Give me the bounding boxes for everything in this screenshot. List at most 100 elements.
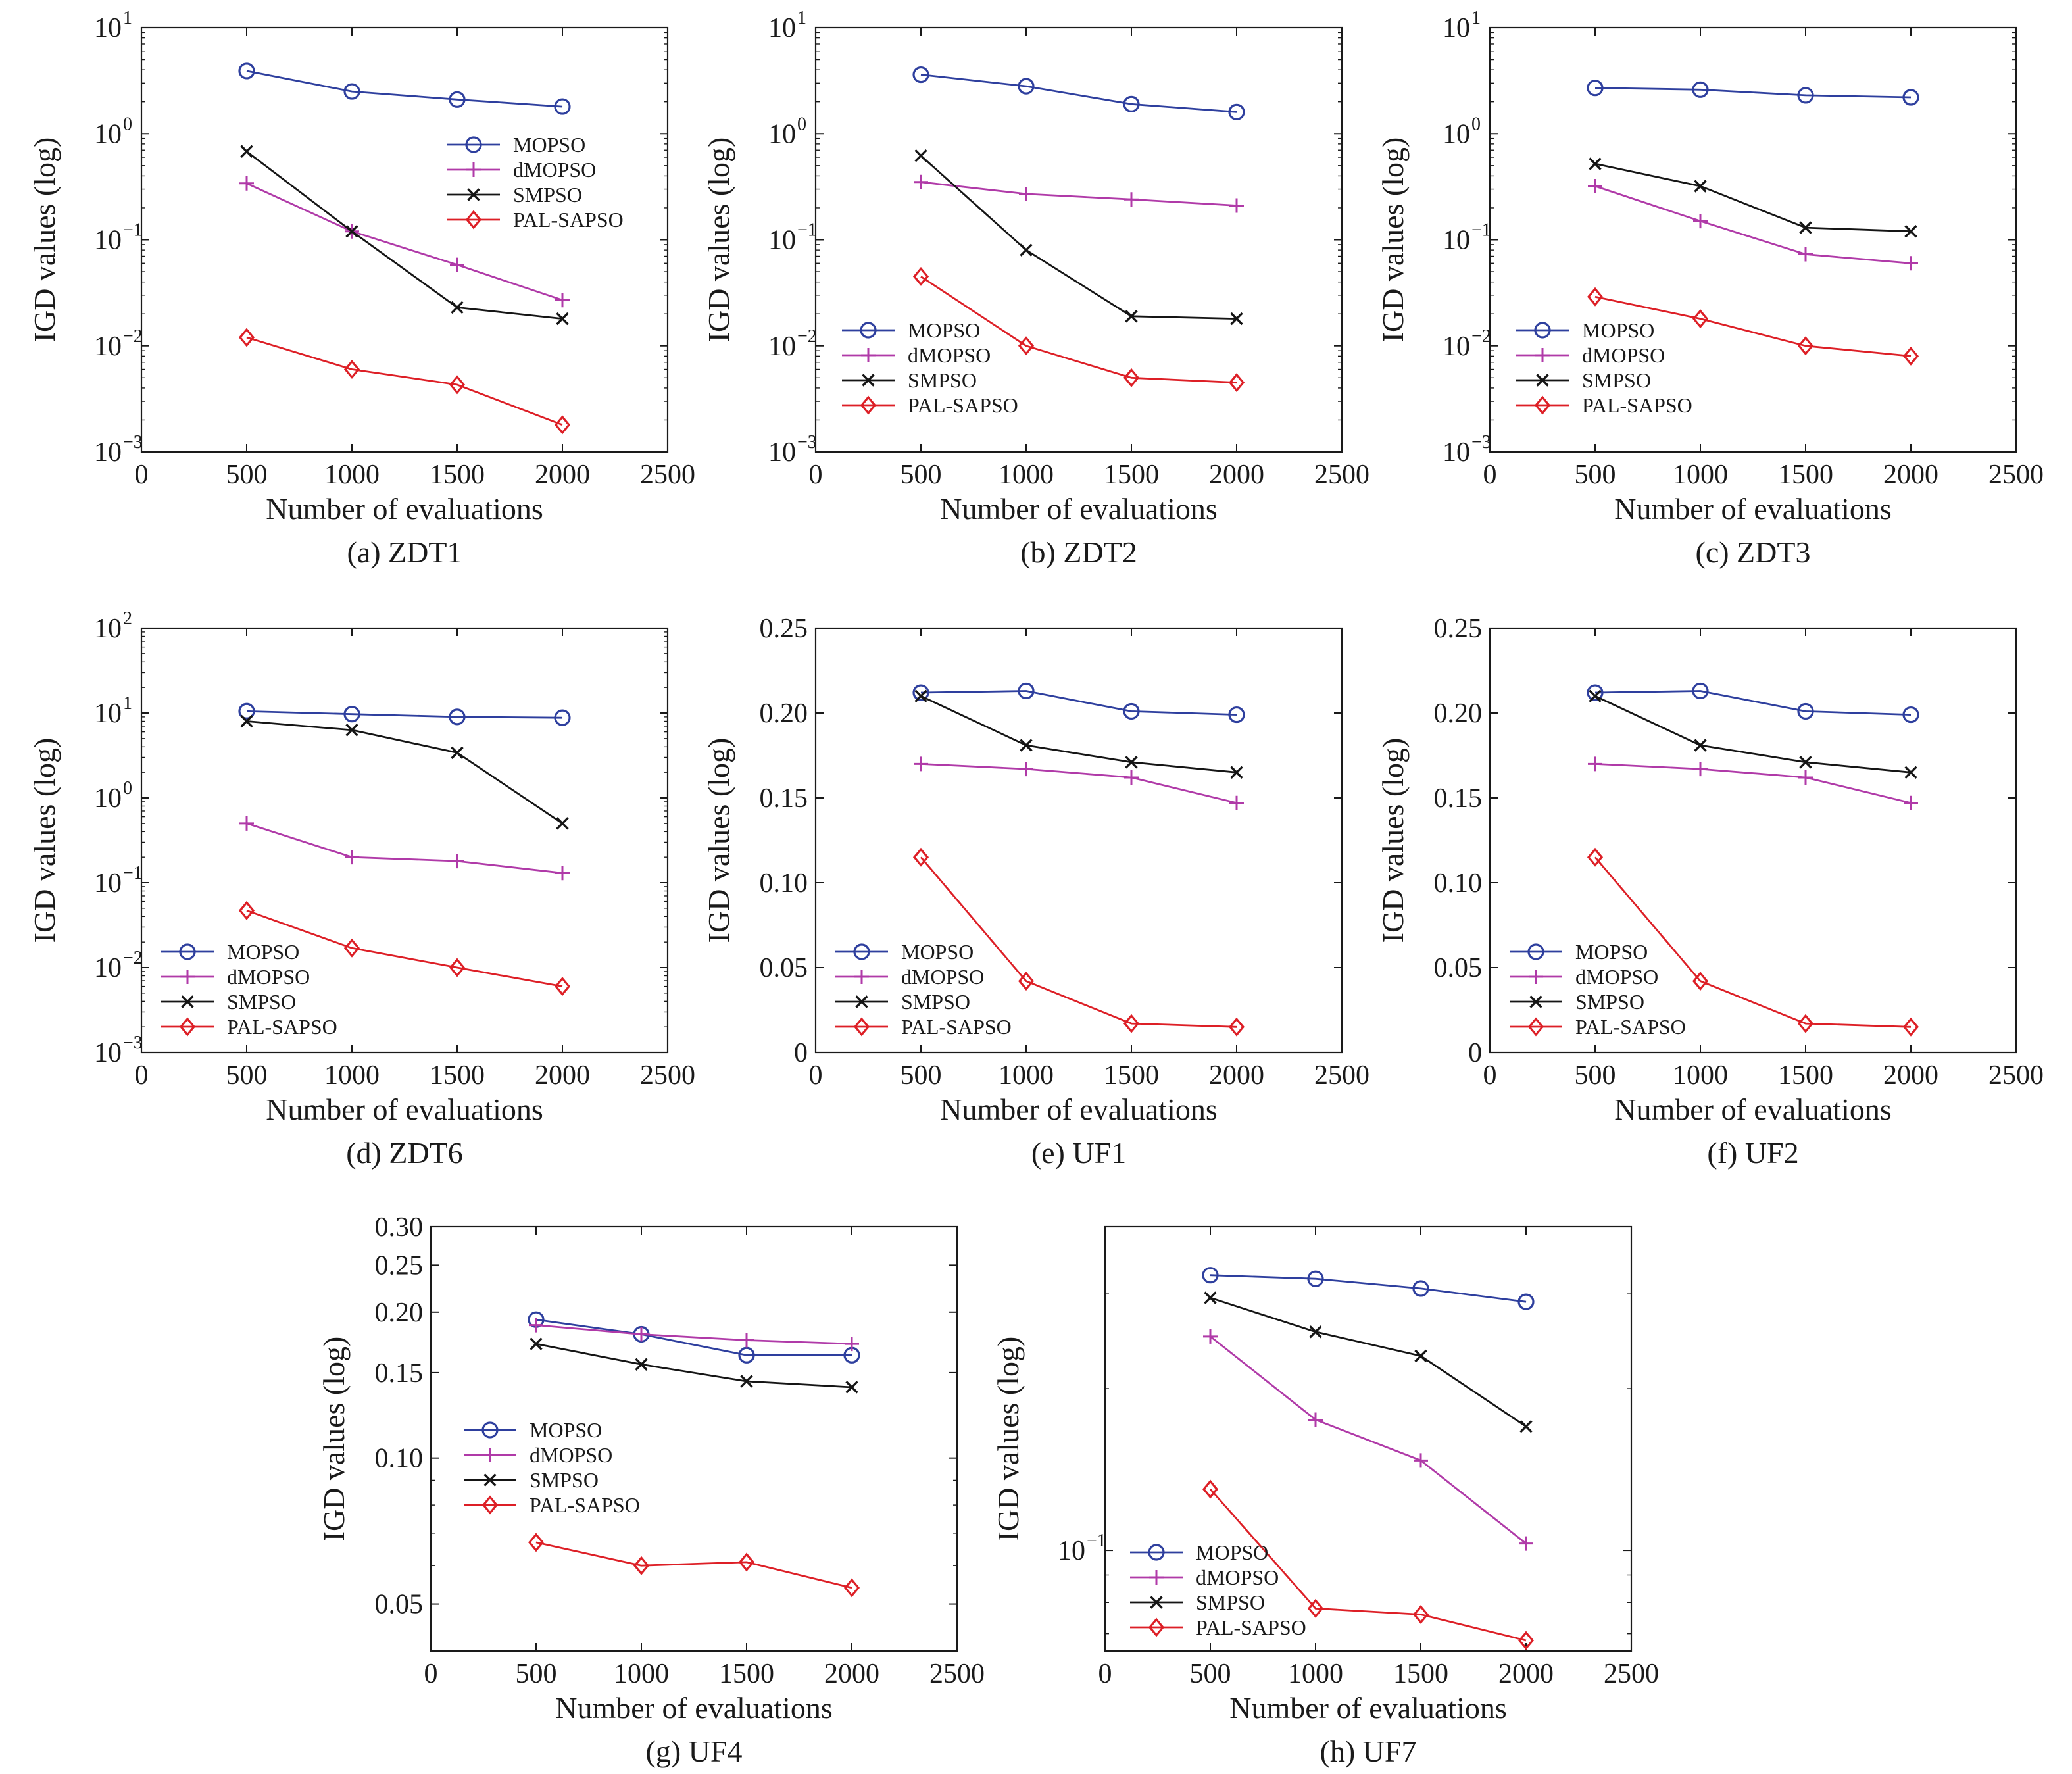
x-tick-label: 0 — [135, 1060, 149, 1091]
legend-item: PAL-SAPSO — [447, 208, 624, 232]
legend-marker — [481, 1495, 499, 1515]
data-point — [1018, 682, 1035, 700]
x-axis-label: Number of evaluations — [940, 492, 1218, 526]
data-point — [1228, 103, 1245, 120]
legend-label: dMOPSO — [901, 965, 984, 989]
legend-label: PAL-SAPSO — [227, 1015, 337, 1039]
series-pal-sapso — [1202, 1479, 1535, 1650]
x-tick-label: 0 — [809, 460, 823, 490]
legend-label: SMPSO — [513, 183, 582, 207]
series-line — [1594, 295, 1912, 357]
legend-marker — [1536, 374, 1549, 387]
legend-item: dMOPSO — [447, 158, 596, 182]
legend-item: SMPSO — [1510, 990, 1644, 1014]
y-tick-label: 10 — [94, 614, 122, 644]
y-axis-label: IGD values (log) — [1376, 738, 1410, 943]
data-point — [1019, 762, 1033, 777]
data-point — [1904, 766, 1917, 779]
data-point — [1902, 1017, 1919, 1037]
plot-frame — [140, 627, 669, 1054]
data-point — [528, 1533, 545, 1552]
y-tick-label: 0.05 — [1434, 953, 1483, 983]
series-line — [246, 710, 563, 719]
legend-marker — [1534, 395, 1551, 415]
data-point — [1693, 762, 1708, 777]
x-tick-label: 2500 — [929, 1659, 985, 1689]
legend-label: dMOPSO — [1196, 1565, 1279, 1589]
legend-label: MOPSO — [227, 940, 299, 964]
data-point — [1125, 310, 1138, 323]
data-point — [1902, 346, 1919, 366]
legend-marker — [860, 322, 877, 339]
x-tick-label: 2500 — [1604, 1659, 1659, 1689]
data-point — [635, 1358, 648, 1371]
x-axis-label: Number of evaluations — [266, 492, 543, 526]
chart-e: 0 500 1000 1500 2000 2500 0 0.05 0.10 0.15 0.20 0.2… — [702, 614, 1369, 1170]
series-line — [1594, 185, 1912, 264]
x-tick-label: 1000 — [999, 460, 1054, 490]
legend-item: PAL-SAPSO — [464, 1493, 640, 1517]
x-tick-label: 2500 — [1988, 1060, 2044, 1091]
x-tick-label: 2000 — [824, 1659, 879, 1689]
y-tick-label: 10 — [94, 226, 122, 256]
data-point — [239, 816, 254, 831]
data-point — [1123, 368, 1140, 387]
legend-label: SMPSO — [1575, 990, 1644, 1014]
legend-marker — [1150, 1596, 1163, 1609]
data-point — [449, 708, 466, 726]
y-tick-label: 0 — [1468, 1038, 1482, 1068]
series-line — [246, 909, 563, 987]
chart-caption: (f) UF2 — [1707, 1136, 1798, 1170]
data-point — [739, 1333, 754, 1348]
data-point — [1588, 756, 1602, 772]
legend-item: dMOPSO — [835, 965, 984, 989]
data-point — [1589, 689, 1602, 702]
y-tick-label: 0.10 — [375, 1444, 424, 1474]
data-point — [912, 66, 929, 84]
y-axis-label: IGD values (log) — [1376, 137, 1410, 343]
data-point — [1125, 756, 1138, 769]
legend-label: SMPSO — [908, 368, 977, 392]
y-tick-label: 10 — [94, 699, 122, 729]
x-tick-label: 0 — [809, 1060, 823, 1091]
data-point — [1904, 795, 1918, 810]
legend-label: dMOPSO — [227, 965, 310, 989]
y-axis-label: IGD values (log) — [702, 137, 735, 343]
series-smpso — [240, 714, 569, 830]
series-pal-sapso — [912, 847, 1245, 1037]
data-point — [1202, 1479, 1219, 1499]
series-dmopso — [1588, 756, 1918, 810]
data-point — [529, 1318, 543, 1333]
series-line — [920, 155, 1237, 320]
data-point — [1902, 706, 1919, 724]
chart-f: 0 500 1000 1500 2000 2500 0 0.05 0.10 0.15 0.20 0.2… — [1376, 614, 2044, 1170]
x-tick-label: 1000 — [614, 1659, 669, 1689]
x-tick-label: 500 — [1575, 460, 1616, 490]
data-point — [1414, 1349, 1427, 1363]
chart-caption: (h) UF7 — [1320, 1735, 1417, 1768]
data-point — [845, 1381, 858, 1394]
data-point — [1587, 847, 1604, 867]
data-point — [914, 174, 928, 189]
data-point — [1018, 336, 1035, 356]
series-line — [1594, 763, 1912, 804]
x-tick-label: 1500 — [1393, 1659, 1448, 1689]
x-tick-label: 1500 — [1104, 1060, 1159, 1091]
legend-label: MOPSO — [901, 940, 974, 964]
y-tick-exponent: 0 — [123, 778, 132, 799]
legend-marker — [1148, 1544, 1165, 1561]
series-smpso — [530, 1337, 858, 1394]
data-point — [1124, 192, 1139, 207]
data-point — [1517, 1631, 1535, 1650]
y-tick-label: 10 — [1443, 332, 1470, 362]
x-tick-label: 1000 — [1673, 1060, 1728, 1091]
y-axis-label: IGD values (log) — [991, 1337, 1025, 1542]
data-point — [1020, 739, 1033, 752]
legend-item: SMPSO — [1516, 368, 1651, 392]
series-line — [246, 336, 563, 426]
y-tick-label: 0.15 — [1434, 783, 1483, 814]
legend-label: SMPSO — [1196, 1590, 1265, 1614]
chart-caption: (g) UF4 — [646, 1735, 743, 1768]
x-tick-label: 500 — [226, 1060, 268, 1091]
